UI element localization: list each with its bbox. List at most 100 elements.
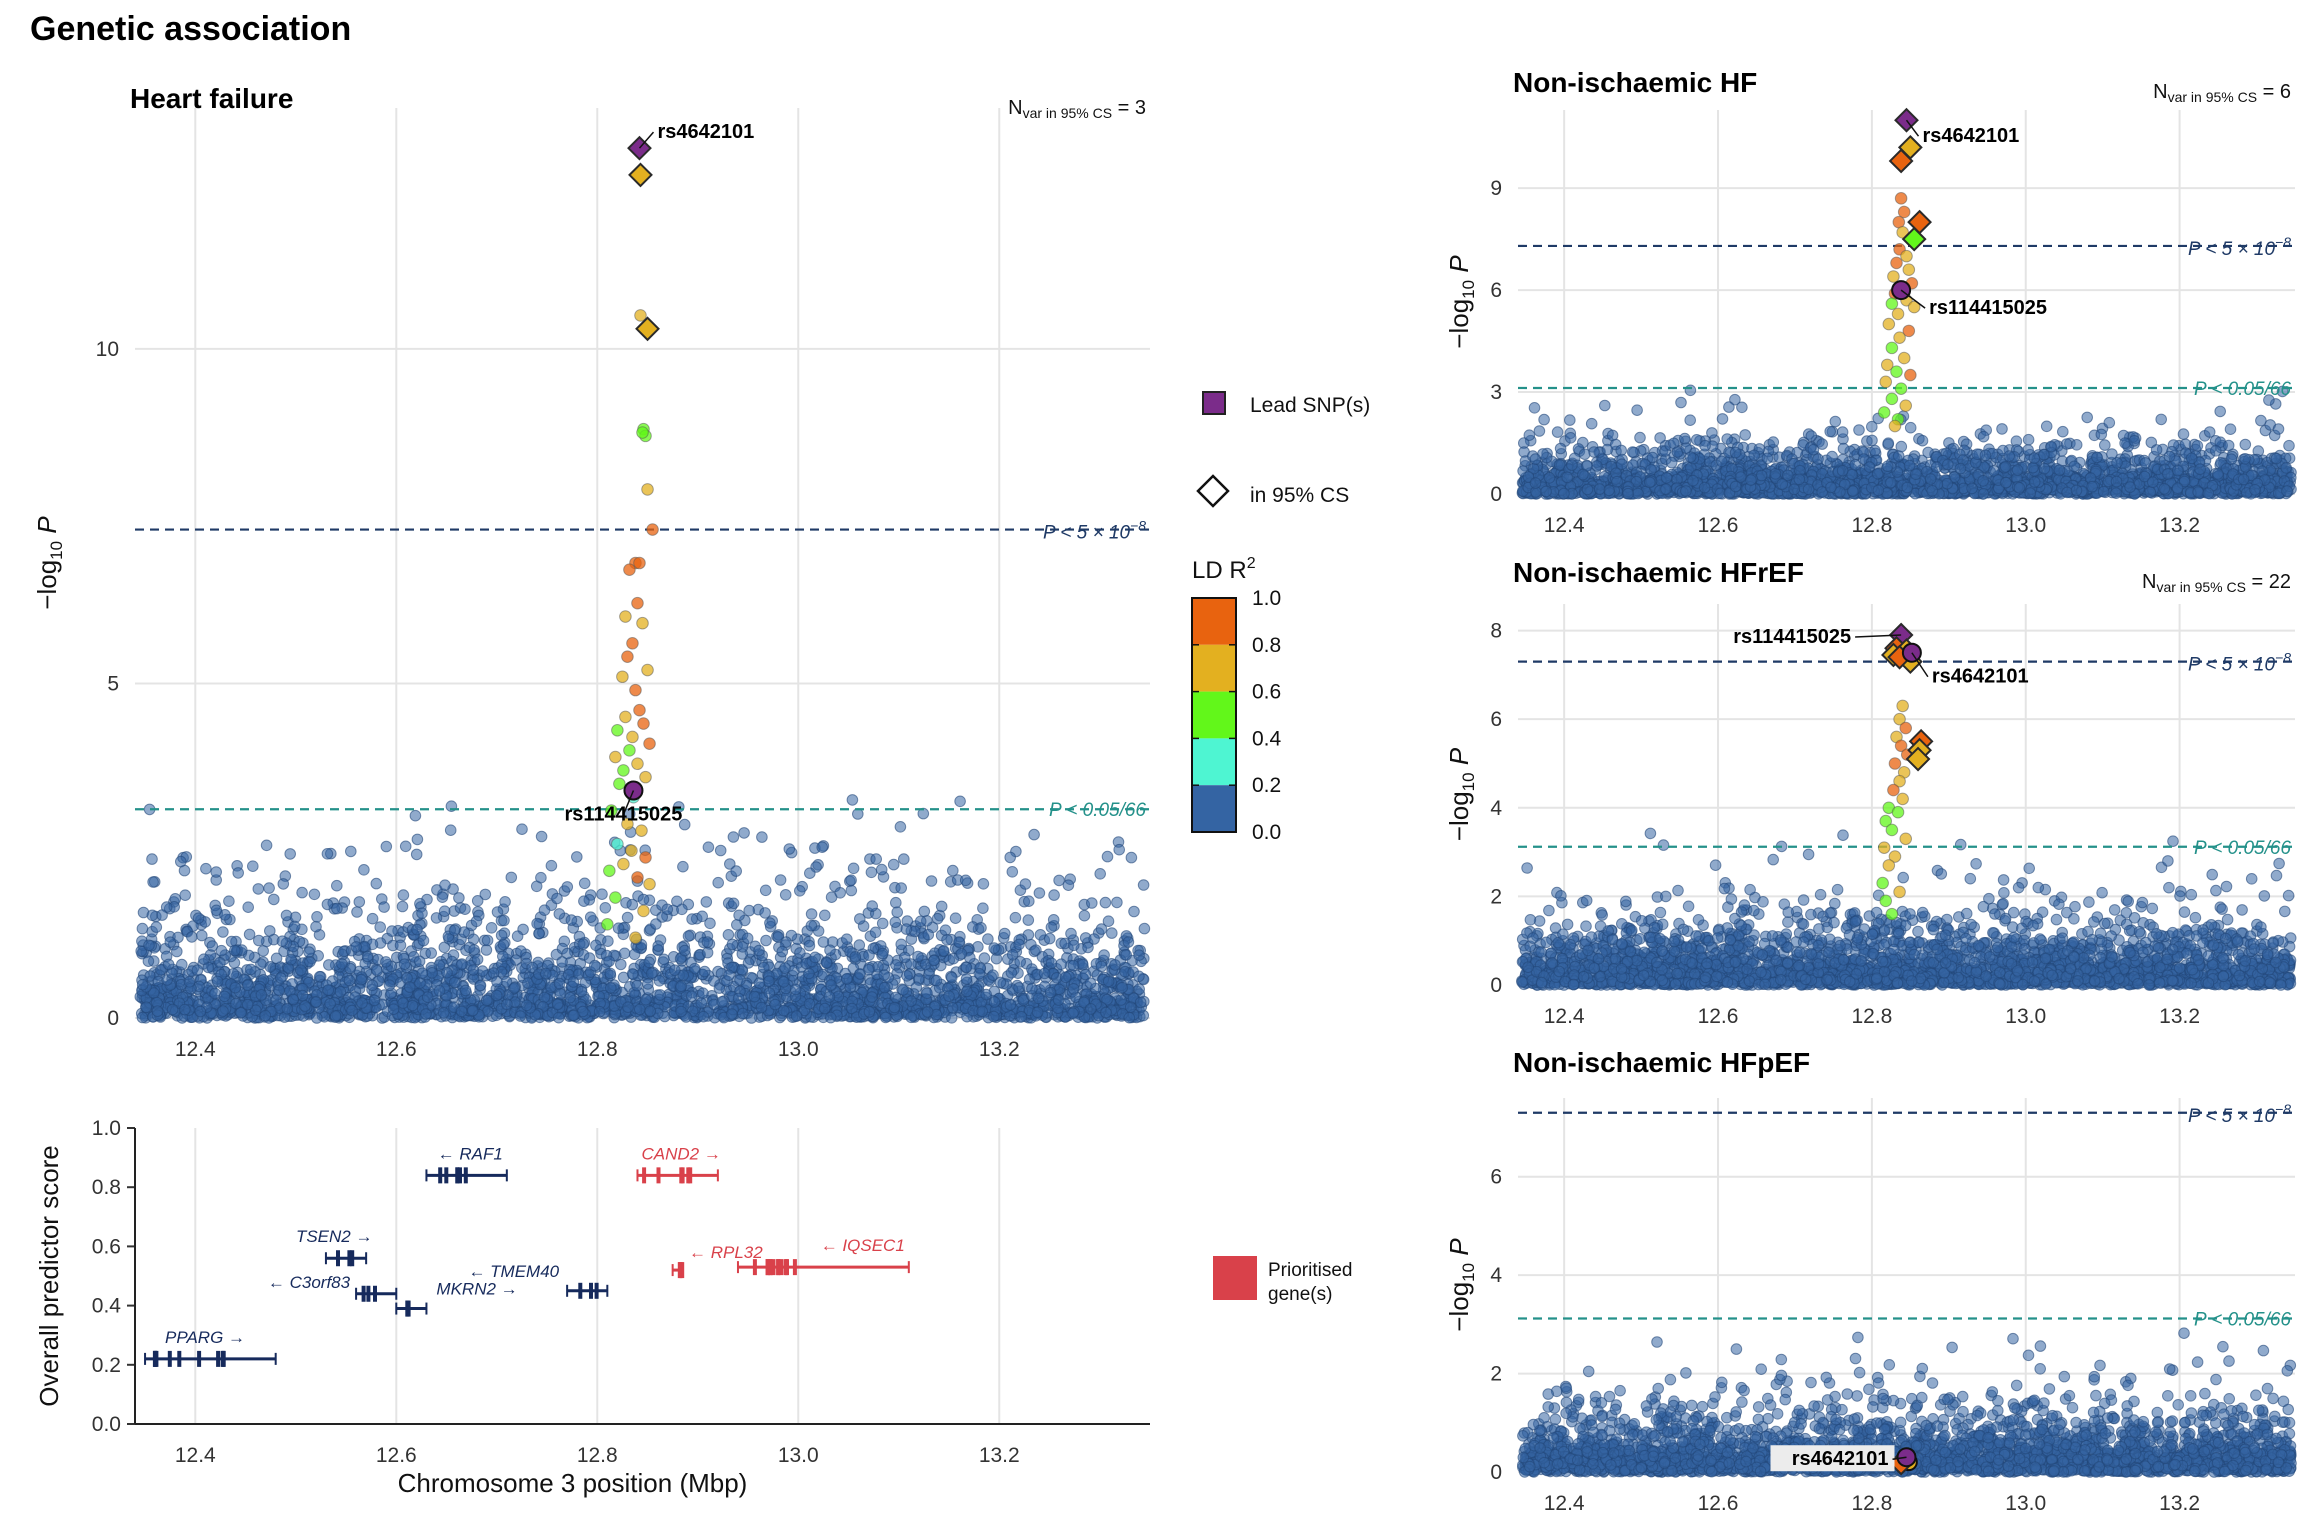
snp-point <box>641 663 654 677</box>
snp-point <box>869 926 882 939</box>
snp-point <box>396 900 409 913</box>
snp-point <box>259 1009 272 1022</box>
gene-label: PPARG → <box>165 1328 245 1347</box>
snp-point <box>605 982 617 994</box>
snp-point <box>764 917 776 929</box>
snp-point <box>973 967 986 980</box>
snp-point <box>323 959 335 971</box>
snp-point <box>355 973 368 986</box>
snp-point <box>287 993 300 1006</box>
snp-point <box>763 975 775 988</box>
snp-point <box>1028 828 1040 841</box>
snp-point <box>346 1004 358 1017</box>
snp-point <box>136 1011 149 1024</box>
snp-point <box>397 997 409 1009</box>
snp-point <box>403 981 416 993</box>
snp-point <box>1138 922 1151 935</box>
snp-point <box>2177 428 2190 440</box>
snp-point <box>210 904 223 917</box>
snp-point <box>727 831 740 843</box>
snp-point <box>575 985 588 998</box>
snp-point <box>733 909 745 922</box>
snp-point <box>931 912 944 925</box>
gene-exon <box>779 1259 784 1276</box>
snp-point <box>820 957 833 969</box>
snp-point <box>889 916 902 929</box>
gene-label: ← C3orf83 <box>268 1273 351 1292</box>
snp-point <box>146 853 158 865</box>
snp-point <box>2155 413 2167 426</box>
snp-point <box>495 929 508 942</box>
snp-point <box>458 926 471 938</box>
snp-point <box>602 935 614 948</box>
snp-point <box>621 650 634 663</box>
snp-point <box>769 998 782 1011</box>
snp-label: rs4642101 <box>657 121 754 143</box>
snp-point <box>737 1007 749 1020</box>
snp-point <box>257 945 270 957</box>
snp-point <box>324 998 336 1010</box>
snp-point <box>2057 425 2069 438</box>
snp-point <box>310 920 322 933</box>
snp-point <box>763 987 776 999</box>
snp-point <box>468 944 480 956</box>
snp-point <box>953 936 965 948</box>
snp-point <box>922 928 935 941</box>
snp-point <box>485 922 498 934</box>
snp-point <box>2239 438 2252 451</box>
x-tick-label: 12.8 <box>577 1038 618 1061</box>
snp-point <box>845 884 858 897</box>
snp-point <box>353 896 366 908</box>
snp-point <box>1123 1011 1136 1024</box>
y-tick-label: 0.4 <box>92 1295 122 1318</box>
snp-point <box>1101 850 1114 863</box>
snp-point <box>938 945 950 957</box>
snp-point <box>217 1005 229 1017</box>
snp-point <box>947 864 959 877</box>
snp-point <box>1564 414 1576 426</box>
snp-point <box>578 877 591 890</box>
snp-point <box>825 979 837 991</box>
snp-point <box>675 980 687 993</box>
snp-point <box>1067 959 1080 972</box>
snp-point <box>299 1000 311 1012</box>
snp-point <box>198 953 210 966</box>
snp-point <box>481 994 493 1007</box>
snp-point <box>1137 879 1150 891</box>
snp-point <box>142 955 155 968</box>
snp-point <box>1102 975 1115 988</box>
x-tick-label: 13.2 <box>2159 514 2200 537</box>
snp-point <box>164 936 177 949</box>
snp-point <box>626 730 639 744</box>
snp-point <box>955 948 968 960</box>
y-tick-label: 1.0 <box>92 1117 121 1140</box>
x-axis-label: Chromosome 3 position (Mbp) <box>398 1468 748 1498</box>
gene-exon <box>361 1285 366 1302</box>
snp-point <box>242 979 254 992</box>
snp-point <box>383 979 396 992</box>
snp-point <box>285 953 297 966</box>
snp-point <box>1116 981 1128 994</box>
snp-point <box>426 967 438 979</box>
panel-title: Non-ischaemic HF <box>1513 67 1757 98</box>
snp-point <box>731 919 743 931</box>
snp-point <box>1045 921 1058 934</box>
snp-point <box>682 930 695 942</box>
snp-point <box>179 889 191 902</box>
snp-point <box>564 991 576 1004</box>
snp-point <box>863 1006 876 1018</box>
gene-tsen2: TSEN2 → <box>296 1227 372 1267</box>
snp-point <box>175 855 187 868</box>
snp-point <box>535 871 547 884</box>
x-tick-label: 13.2 <box>979 1038 1020 1061</box>
x-tick-label: 12.8 <box>1851 514 1892 537</box>
snp-point <box>471 895 484 907</box>
snp-point <box>308 888 321 901</box>
snp-point <box>599 902 612 914</box>
snp-point <box>439 879 451 892</box>
snp-point <box>414 977 426 989</box>
snp-point <box>321 898 334 911</box>
snp-point <box>783 843 796 855</box>
snp-point <box>514 1010 527 1022</box>
